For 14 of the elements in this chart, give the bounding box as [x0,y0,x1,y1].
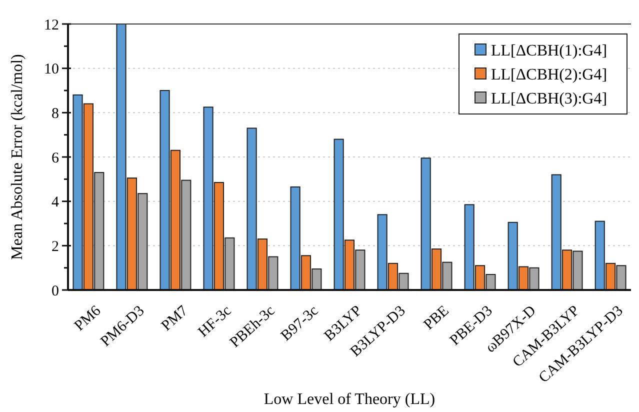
y-tick-label: 6 [52,150,60,166]
y-tick-label: 12 [44,17,59,34]
y-tick-label: 0 [52,283,59,300]
legend-label: LL[ΔCBH(2):G4] [491,66,608,84]
y-tick-label: 2 [52,238,59,255]
x-tick-label: PM6 [72,302,105,334]
legend-label: LL[ΔCBH(3):G4] [491,90,608,108]
legend-label: LL[ΔCBH(1):G4] [491,42,608,60]
y-tick-label: 8 [52,106,59,122]
y-axis-title: Mean Absolute Error (kcal/mol) [9,54,26,260]
y-tick-label: 4 [52,194,60,211]
x-tick-label: PBE [421,302,452,334]
y-tick-label: 10 [44,62,59,78]
x-axis-title: Low Level of Theory (LL) [264,391,436,408]
